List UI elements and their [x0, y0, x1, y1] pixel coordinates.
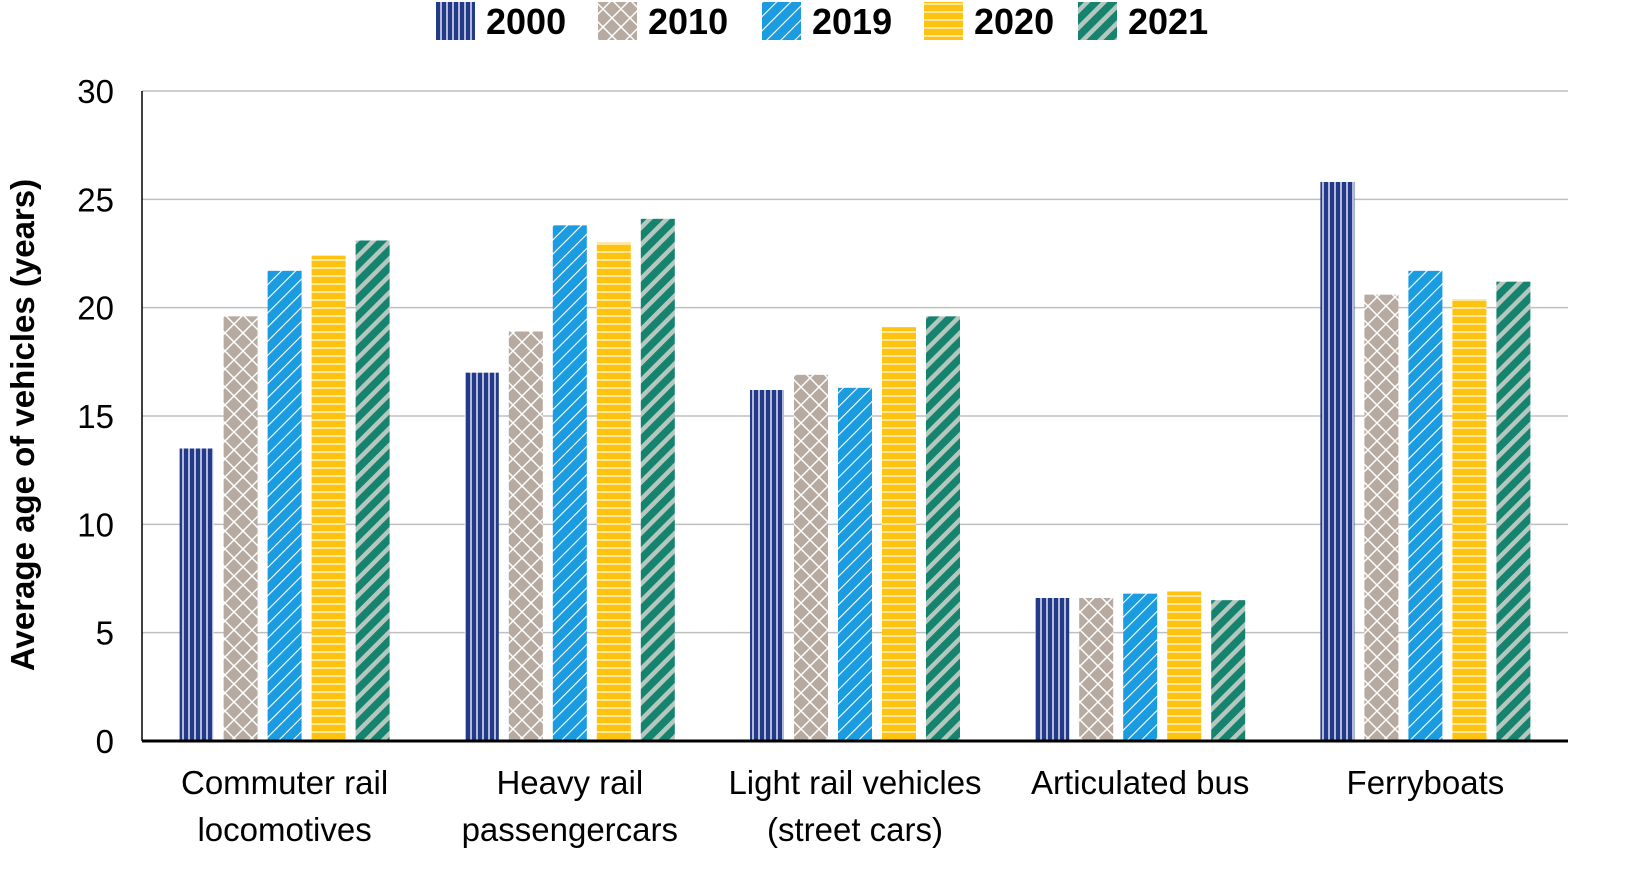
category-label: Ferryboats	[1347, 764, 1505, 801]
category-label: (street cars)	[767, 811, 943, 848]
legend-label: 2021	[1128, 1, 1208, 42]
bar-2019-0	[267, 270, 302, 741]
bar-2019-1	[552, 225, 587, 742]
y-tick-label: 25	[77, 181, 114, 218]
bar-2020-2	[882, 327, 916, 741]
legend-item-2020: 2020	[924, 1, 1054, 42]
bar-2021-1	[640, 218, 675, 742]
y-tick-label: 0	[96, 723, 114, 760]
legend-label: 2020	[974, 1, 1054, 42]
category-label: Articulated bus	[1031, 764, 1249, 801]
bar-2020-3	[1167, 591, 1202, 741]
bars	[179, 182, 1531, 742]
bar-2010-1	[508, 331, 543, 741]
bar-2000-4	[1320, 182, 1355, 741]
y-tick-label: 15	[77, 398, 114, 435]
bar-2010-3	[1079, 598, 1114, 741]
legend-label: 2010	[648, 1, 728, 42]
bar-2020-4	[1452, 299, 1487, 741]
bar-2021-3	[1211, 600, 1246, 741]
legend-swatch	[924, 2, 963, 40]
bar-2000-2	[750, 390, 784, 741]
category-label: locomotives	[197, 811, 371, 848]
bar-2021-0	[355, 240, 390, 741]
legend-swatch	[1078, 2, 1117, 40]
legend-item-2010: 2010	[598, 1, 728, 42]
axes	[141, 91, 1568, 743]
bar-2010-0	[223, 316, 258, 741]
y-tick-label: 5	[96, 615, 114, 652]
legend-item-2021: 2021	[1078, 1, 1208, 42]
legend-swatch	[762, 2, 801, 40]
bar-2021-2	[926, 316, 960, 741]
bar-2021-4	[1496, 281, 1531, 741]
labels: 0 5 10 15 20 25 30 Commuter rail locomotives Heav…	[4, 73, 1504, 848]
bar-2019-3	[1123, 593, 1158, 741]
category-label: Light rail vehicles	[728, 764, 981, 801]
bar-2019-2	[838, 387, 872, 741]
y-tick-label: 10	[77, 506, 114, 543]
y-tick-label: 20	[77, 290, 114, 327]
legend-item-2019: 2019	[762, 1, 892, 42]
category-label: passengercars	[462, 811, 678, 848]
bar-2000-1	[464, 372, 499, 741]
bar-2010-2	[794, 374, 828, 741]
bar-2010-4	[1364, 294, 1399, 741]
legend-label: 2019	[812, 1, 892, 42]
legend: 2000 2010 2019 2020 2021	[436, 1, 1208, 42]
legend-label: 2000	[486, 1, 566, 42]
bar-2000-3	[1035, 598, 1070, 741]
bar-2000-0	[179, 448, 214, 741]
category-label: Commuter rail	[181, 764, 388, 801]
legend-swatch	[598, 2, 637, 40]
legend-item-2000: 2000	[436, 1, 566, 42]
bar-2019-4	[1408, 270, 1443, 741]
bar-2020-0	[311, 255, 346, 741]
y-tick-label: 30	[77, 73, 114, 110]
bar-2020-1	[596, 242, 631, 741]
category-label: Heavy rail	[496, 764, 643, 801]
legend-swatch	[436, 2, 475, 40]
y-axis-title: Average age of vehicles (years)	[4, 179, 41, 671]
